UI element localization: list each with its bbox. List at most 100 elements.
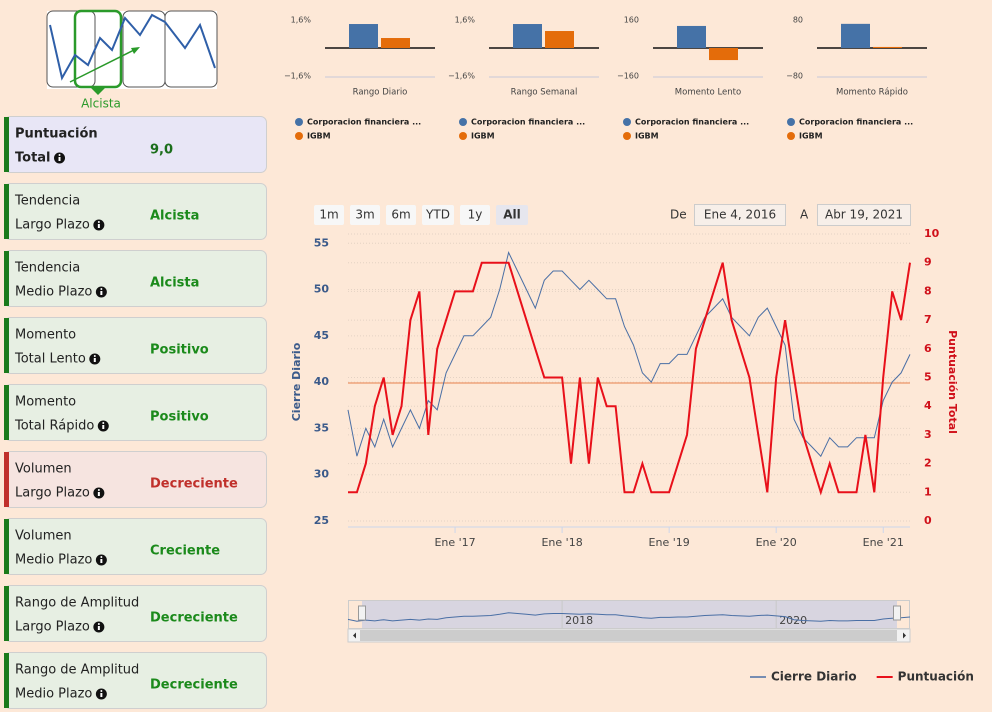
to-label: A	[800, 208, 809, 222]
card-title: Rango de Amplitud	[15, 596, 139, 611]
chart-title: Rango Semanal	[511, 88, 578, 98]
range-button-bg	[460, 205, 490, 225]
navigator-handle[interactable]	[358, 605, 366, 621]
card-title: Momento	[15, 395, 76, 410]
card-title: Puntuación	[15, 127, 98, 142]
legend-marker	[459, 132, 467, 140]
info-icon-stem	[100, 559, 103, 563]
info-icon-dot	[100, 556, 103, 558]
info-icon-stem	[97, 492, 100, 496]
navigator-handle[interactable]	[893, 605, 901, 621]
info-icon-stem	[102, 425, 105, 429]
legend-label: Corporacion financiera ...	[635, 118, 749, 127]
scroll-right[interactable]	[903, 632, 906, 639]
card-subtitle: Medio Plazo	[15, 687, 92, 702]
card-subtitle: Largo Plazo	[15, 620, 90, 635]
card-title: Tendencia	[14, 261, 80, 276]
y2-tick-label: 10	[924, 227, 940, 240]
legend-label[interactable]: Puntuación	[898, 670, 974, 684]
y-tick-label: 160	[624, 16, 639, 25]
legend-marker	[623, 132, 631, 140]
series-line	[348, 261, 911, 496]
card-value: Positivo	[150, 343, 209, 358]
y2-tick-label: 5	[924, 371, 932, 384]
legend-label: Corporacion financiera ...	[307, 118, 421, 127]
legend-marker	[787, 132, 795, 140]
y2-tick-label: 4	[924, 399, 932, 412]
from-input	[694, 204, 786, 226]
x-tick-label: Ene '18	[541, 536, 582, 549]
card-value: Decreciente	[150, 678, 238, 693]
y-tick-label: 1,6%	[291, 16, 312, 25]
card-subtitle: Medio Plazo	[15, 285, 92, 300]
info-icon-dot	[97, 623, 100, 625]
legend-label: IGBM	[471, 132, 495, 141]
x-tick-label: Ene '20	[756, 536, 797, 549]
range-button[interactable]: 1y	[468, 208, 483, 222]
legend-label: IGBM	[307, 132, 331, 141]
legend-label: IGBM	[799, 132, 823, 141]
y-tick-label: 80	[793, 16, 803, 25]
x-tick-label: Ene '19	[649, 536, 690, 549]
card-subtitle: Largo Plazo	[15, 218, 90, 233]
card-accent	[4, 251, 9, 306]
card-value: Alcista	[150, 209, 199, 224]
x-tick-label: Ene '17	[434, 536, 475, 549]
card-subtitle: Total Rápido	[14, 419, 94, 434]
legend-label[interactable]: Cierre Diario	[771, 670, 857, 684]
legend-marker	[295, 118, 303, 126]
range-button[interactable]: 3m	[355, 208, 374, 222]
card-title: Momento	[15, 328, 76, 343]
navigator-label: 2018	[565, 614, 593, 627]
range-button[interactable]: All	[503, 208, 521, 222]
bar	[545, 31, 574, 48]
info-icon-dot	[100, 288, 103, 290]
info-icon-dot	[100, 690, 103, 692]
card-accent	[4, 318, 9, 373]
card-accent	[4, 117, 9, 172]
info-icon-dot	[97, 221, 100, 223]
navigator-line	[347, 612, 911, 622]
card-accent	[4, 519, 9, 574]
y2-tick-label: 6	[924, 342, 932, 355]
y2-axis-title: Puntuación Total	[946, 330, 959, 434]
bar	[709, 48, 738, 61]
range-button[interactable]: 6m	[391, 208, 410, 222]
y-tick-label: 40	[314, 375, 330, 388]
chart-title: Rango Diario	[353, 88, 408, 98]
card-subtitle: Largo Plazo	[15, 486, 90, 501]
range-button[interactable]: 1m	[319, 208, 338, 222]
logo-arrow	[69, 47, 139, 83]
from-date[interactable]: Ene 4, 2016	[704, 208, 776, 222]
info-icon-stem	[58, 157, 61, 161]
logo-label: Alcista	[81, 97, 121, 111]
scrollbar-thumb[interactable]	[360, 630, 897, 641]
legend-label: Corporacion financiera ...	[471, 118, 585, 127]
from-label: De	[670, 208, 687, 222]
bar	[349, 24, 378, 48]
x-tick-label: Ene '21	[863, 536, 904, 549]
y-tick-label: 55	[314, 236, 329, 249]
series-line	[347, 251, 911, 458]
scroll-left[interactable]	[353, 632, 356, 639]
y-axis-title: Cierre Diario	[290, 342, 303, 421]
card-value: 9,0	[150, 143, 173, 158]
range-button[interactable]: YTD	[425, 208, 450, 222]
legend-marker	[623, 118, 631, 126]
card-title: Volumen	[15, 529, 72, 544]
navigator-mask	[362, 600, 897, 628]
card-accent	[4, 184, 9, 239]
to-date[interactable]: Abr 19, 2021	[825, 208, 903, 222]
card-accent	[4, 586, 9, 641]
card-subtitle: Total	[15, 151, 51, 166]
logo-panel	[164, 10, 218, 88]
card-value: Creciente	[150, 544, 220, 559]
y-tick-label: 25	[314, 514, 329, 527]
y-tick-label: 30	[314, 468, 330, 481]
y-tick-label: 50	[314, 283, 330, 296]
logo: Alcista	[46, 9, 218, 111]
y-tick-label: −1,6%	[448, 72, 475, 81]
y2-tick-label: 0	[924, 514, 932, 527]
y-tick-label: −80	[786, 72, 803, 81]
chart-title: Momento Rápido	[836, 88, 908, 98]
